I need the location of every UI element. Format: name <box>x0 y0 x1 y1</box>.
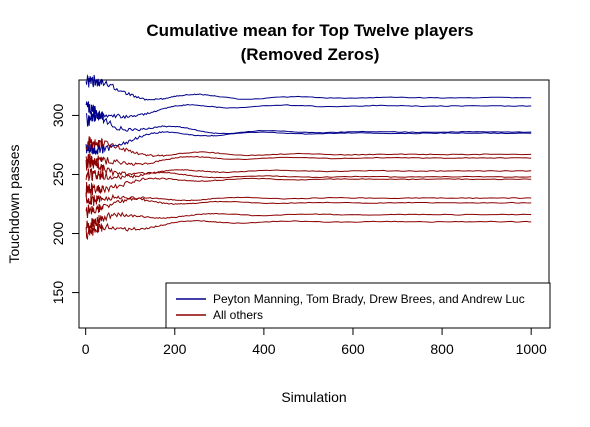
series-line-others <box>85 153 532 179</box>
series-line-others <box>85 196 532 218</box>
series-lines <box>85 74 532 241</box>
series-line-others <box>85 211 532 230</box>
legend-box <box>165 282 551 329</box>
x-tick-label: 200 <box>163 341 187 357</box>
series-line-top <box>85 103 532 127</box>
series-line-top <box>85 131 532 156</box>
legend: Peyton Manning, Tom Brady, Drew Brees, a… <box>165 282 551 329</box>
x-axis: 0 200 400 600 800 1000 <box>82 327 547 357</box>
legend-label-others: All others <box>213 308 263 322</box>
y-tick-label: 250 <box>50 163 66 187</box>
series-line-others <box>85 168 532 181</box>
x-axis-label: Simulation <box>281 389 346 405</box>
series-line-others <box>85 177 532 197</box>
x-tick-label: 600 <box>341 341 365 357</box>
series-line-others <box>85 192 532 207</box>
y-axis-label: Touchdown passes <box>6 144 22 263</box>
x-tick-label: 400 <box>252 341 276 357</box>
y-tick-label: 200 <box>50 222 66 246</box>
legend-label-top: Peyton Manning, Tom Brady, Drew Brees, a… <box>213 292 525 306</box>
chart-title: Cumulative mean for Top Twelve players <box>146 21 473 40</box>
series-line-others <box>85 219 532 241</box>
chart-subtitle: (Removed Zeros) <box>241 45 380 64</box>
y-tick-label: 300 <box>50 104 66 128</box>
y-tick-label: 150 <box>50 281 66 305</box>
series-line-others <box>85 155 532 171</box>
x-tick-label: 0 <box>82 341 90 357</box>
y-axis: 150 200 250 300 <box>50 104 80 305</box>
series-line-top <box>85 74 532 101</box>
x-tick-label: 1000 <box>516 341 547 357</box>
series-line-others <box>85 136 532 158</box>
x-tick-label: 800 <box>430 341 454 357</box>
series-line-top <box>85 100 532 135</box>
